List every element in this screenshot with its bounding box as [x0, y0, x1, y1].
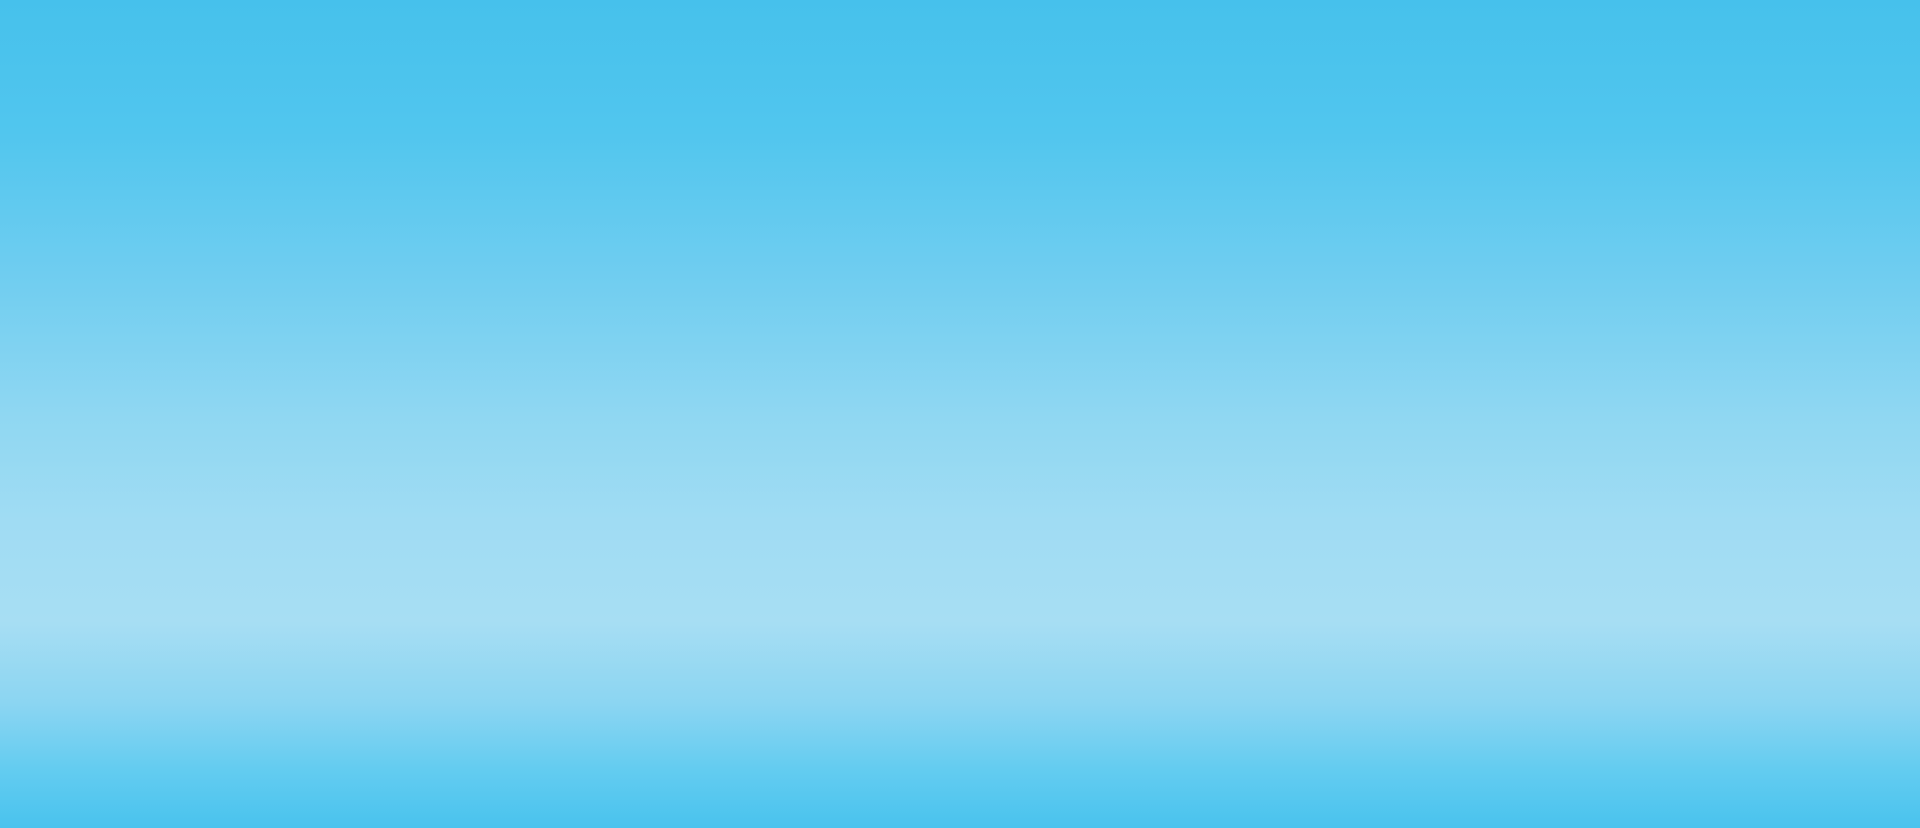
- page: { "header": { "title": "多维图谱融合感知和智能系统创新先…: [0, 0, 1920, 828]
- spectral-transmission-chart: [0, 0, 1920, 828]
